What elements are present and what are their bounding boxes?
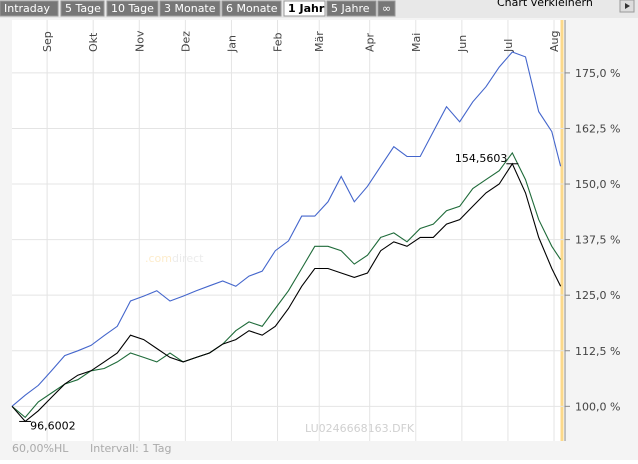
tab[interactable] (377, 0, 396, 17)
tab-label[interactable]: 5 Tage (65, 2, 101, 15)
y-tick-label: 100,0 % (575, 400, 620, 413)
series-line (11, 151, 562, 419)
footer-text: 60,00%HL (12, 442, 69, 455)
x-tick-label: Jul (502, 39, 515, 53)
x-tick-label: Mai (410, 33, 423, 52)
collapse-arrow (625, 3, 630, 9)
logo-watermark: .comdirect (145, 252, 204, 265)
y-tick-label: 175,0 % (575, 67, 620, 80)
tab-label[interactable]: ∞ (382, 2, 391, 15)
logo-part: .com (145, 252, 172, 265)
value-label: 154,5603 (455, 152, 508, 165)
series-line (11, 162, 562, 423)
x-tick-label: Dez (179, 31, 192, 52)
x-tick-label: Aug (548, 31, 561, 52)
series-line (11, 51, 562, 407)
y-tick-label: 150,0 % (575, 178, 620, 191)
x-tick-label: Jan (225, 35, 238, 53)
x-tick-label: Feb (272, 33, 285, 52)
tab-label[interactable]: 6 Monate (226, 2, 278, 15)
tab-label[interactable]: 1 Jahr (288, 2, 325, 15)
footer-text: Intervall: 1 Tag (90, 442, 172, 455)
symbol-watermark: LU0246668163.DFK (305, 422, 415, 435)
x-tick-label: Jun (456, 35, 469, 53)
y-tick-label: 137,5 % (575, 234, 620, 247)
y-tick-label: 125,0 % (575, 289, 620, 302)
tab[interactable] (221, 0, 282, 17)
tab-label[interactable]: 5 Jahre (331, 2, 370, 15)
tab[interactable] (60, 0, 105, 17)
tab[interactable] (159, 0, 221, 17)
x-tick-label: Okt (87, 32, 100, 52)
tab-label[interactable]: Intraday (4, 2, 51, 15)
logo-part: direct (172, 252, 204, 265)
tab[interactable] (0, 0, 59, 17)
tab[interactable] (106, 0, 159, 17)
tab-label[interactable]: 10 Tage (111, 2, 154, 15)
value-label: 96,6002 (30, 419, 76, 432)
tab[interactable] (283, 0, 326, 17)
x-tick-label: Nov (133, 30, 146, 52)
plot-area (12, 20, 565, 441)
x-tick-label: Sep (41, 31, 54, 52)
y-tick-label: 112,5 % (575, 345, 620, 358)
tab[interactable] (326, 0, 377, 17)
tab-label[interactable]: 3 Monate (164, 2, 216, 15)
header-button[interactable]: Chart verkleinern (497, 0, 593, 9)
y-tick-label: 162,5 % (575, 122, 620, 135)
x-tick-label: Apr (364, 32, 377, 52)
x-tick-label: Mär (313, 31, 326, 52)
